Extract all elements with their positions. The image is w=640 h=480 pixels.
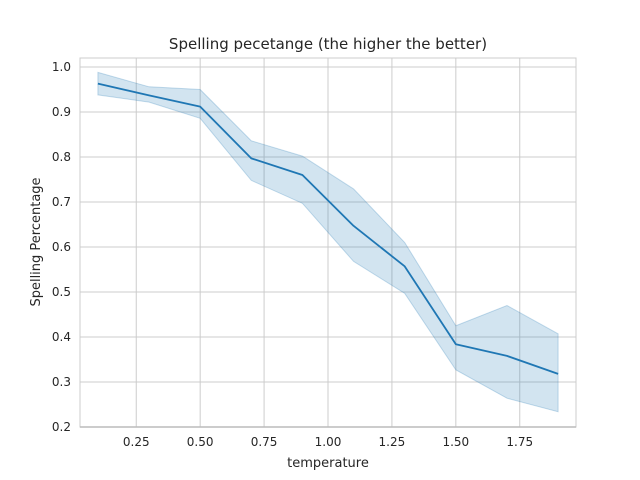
y-axis-ticks: 0.2 0.3 0.4 0.5 0.6 0.7 0.8 0.9 1.0 <box>52 60 71 434</box>
y-tick-label: 0.4 <box>52 330 71 344</box>
y-tick-label: 0.9 <box>52 105 71 119</box>
confidence-band <box>97 71 559 413</box>
y-tick-label: 0.7 <box>52 195 71 209</box>
y-tick-label: 0.8 <box>52 150 71 164</box>
y-tick-label: 0.2 <box>52 420 71 434</box>
series-line <box>97 82 559 375</box>
chart-title: Spelling pecetange (the higher the bette… <box>169 35 487 53</box>
x-tick-label: 1.00 <box>315 435 342 449</box>
y-tick-label: 0.3 <box>52 375 71 389</box>
x-axis-ticks: 0.25 0.50 0.75 1.00 1.25 1.50 1.75 <box>123 435 533 449</box>
x-tick-label: 0.25 <box>123 435 150 449</box>
y-axis-label: Spelling Percentage <box>29 177 44 306</box>
series-line-layer <box>97 82 559 375</box>
x-tick-label: 0.50 <box>187 435 214 449</box>
y-tick-label: 0.6 <box>52 240 71 254</box>
y-tick-label: 0.5 <box>52 285 71 299</box>
y-tick-label: 1.0 <box>52 60 71 74</box>
confidence-band-layer <box>97 71 559 413</box>
axes-frame <box>79 57 577 428</box>
x-tick-label: 1.25 <box>379 435 406 449</box>
x-axis-label: temperature <box>287 456 369 471</box>
x-tick-label: 1.50 <box>442 435 469 449</box>
x-tick-label: 1.75 <box>506 435 533 449</box>
x-tick-label: 0.75 <box>251 435 278 449</box>
